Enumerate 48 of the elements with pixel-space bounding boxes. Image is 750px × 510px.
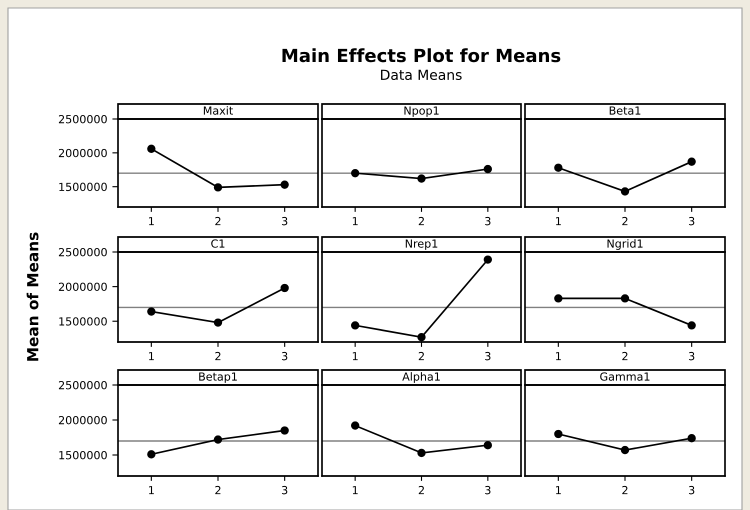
chart-title: Beta1 bbox=[610, 106, 640, 115]
x-tick-label: 1 bbox=[149, 217, 154, 226]
x-tick-label: 2 bbox=[215, 352, 220, 360]
text: Data Means bbox=[381, 70, 462, 80]
chart-title: Gamma1 bbox=[600, 372, 650, 381]
y-tick-label: 2500000 bbox=[58, 114, 107, 124]
x-tick-label: 1 bbox=[149, 352, 154, 360]
x-tick-label: 1 bbox=[556, 486, 561, 494]
x-tick-label: 2 bbox=[622, 486, 628, 494]
y-tick-label: 2500000 bbox=[58, 248, 107, 256]
x-tick-label: 3 bbox=[688, 486, 694, 494]
x-tick-label: 1 bbox=[556, 352, 561, 360]
x-tick-label: 2 bbox=[215, 216, 220, 226]
x-tick-label: 3 bbox=[282, 216, 288, 226]
x-tick-label: 3 bbox=[688, 352, 694, 360]
chart-title: Betap1 bbox=[199, 372, 237, 383]
y-tick-label: 1500000 bbox=[59, 450, 107, 460]
y-tick-label: 2500000 bbox=[58, 380, 107, 390]
x-tick-label: 3 bbox=[485, 216, 490, 226]
x-tick-label: 3 bbox=[282, 486, 288, 494]
x-tick-label: 2 bbox=[418, 352, 424, 360]
x-tick-label: 2 bbox=[418, 216, 424, 226]
chart-title: Npop1 bbox=[404, 106, 439, 117]
x-tick-label: 2 bbox=[622, 352, 628, 360]
y-tick-label: 2000000 bbox=[58, 416, 107, 424]
y-tick-label: 2000000 bbox=[58, 148, 107, 158]
x-tick-label: 3 bbox=[688, 216, 694, 226]
y-tick-label: 1500000 bbox=[59, 182, 107, 192]
chart-title: Nrep1 bbox=[406, 239, 438, 250]
y-tick-label: 2000000 bbox=[58, 282, 107, 291]
y-tick-label: 1500000 bbox=[59, 317, 107, 326]
text: Main Effects Plot for Means bbox=[282, 48, 560, 62]
x-tick-label: 1 bbox=[352, 486, 358, 494]
x-tick-label: 3 bbox=[282, 352, 288, 360]
x-tick-label: 1 bbox=[352, 352, 358, 360]
x-tick-label: 3 bbox=[485, 352, 490, 360]
x-tick-label: 1 bbox=[352, 217, 358, 226]
x-tick-label: 1 bbox=[149, 486, 154, 494]
chart-title: C1 bbox=[211, 239, 224, 248]
x-tick-label: 2 bbox=[215, 486, 220, 494]
x-tick-label: 3 bbox=[485, 486, 490, 494]
y-axis-title: Mean of Means bbox=[26, 232, 38, 361]
x-tick-label: 2 bbox=[418, 486, 424, 494]
x-tick-label: 2 bbox=[622, 216, 628, 226]
chart-title: Alpha1 bbox=[402, 372, 440, 383]
chart-title: Ngrid1 bbox=[608, 239, 643, 250]
x-tick-label: 1 bbox=[556, 217, 561, 226]
chart-title: Maxit bbox=[204, 106, 233, 115]
